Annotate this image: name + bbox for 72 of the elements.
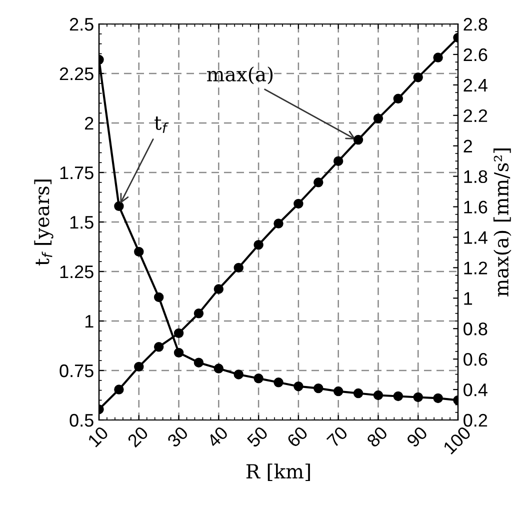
point [393,94,404,104]
point [314,178,324,188]
y2-axis-title: max(a) [mm/s²] [494,148,512,296]
point [274,378,284,388]
point [294,381,304,392]
y2-tick-label: 1.4 [464,231,488,244]
point [234,262,244,273]
point [413,392,423,402]
point [254,240,264,250]
point [114,201,124,212]
point [373,114,384,124]
point [194,308,204,318]
point [333,156,344,166]
y2-tick-label: 2.2 [464,109,488,122]
point [234,370,244,380]
x-tick-label: 100 [442,426,472,455]
point [433,52,443,62]
y-tick-label: 1.75 [60,166,94,180]
annotation: t$_{f}$ [154,116,168,133]
point [134,362,144,372]
y-tick-label: 2.5 [70,18,94,31]
y-tick-label: 1.25 [60,265,94,278]
y2-tick-label: 0.2 [464,414,488,427]
x-tick-label: 50 [246,426,269,448]
point [174,348,184,358]
point [154,292,164,302]
x-tick-label: 80 [366,426,388,448]
y2-tick-label: 1.8 [464,170,488,184]
point [393,391,404,402]
point [333,386,344,396]
x-tick-label: 90 [406,426,428,448]
y-axis-title: t$_{f}$ [years] [34,180,54,266]
point [373,390,384,400]
point [114,384,124,394]
point [294,198,304,209]
y2-tick-label: 0.8 [464,322,488,336]
y2-tick-label: 2.8 [464,18,488,31]
x-tick-label: 20 [126,426,149,448]
point [274,218,284,228]
point [353,134,364,145]
y-tick-label: 2.25 [60,67,94,80]
point [174,328,184,338]
y2-tick-label: 2.4 [464,78,488,92]
x-tick-label: 60 [286,426,308,448]
y-tick-label: 0.75 [60,364,94,378]
y-tick-label: 1.5 [70,216,94,229]
y-tick-label: 1 [85,315,94,328]
point [353,388,364,398]
y-tick-label: 0.5 [70,414,94,427]
y2-tick-label: 1.6 [464,200,488,214]
point [194,358,204,368]
y2-tick-label: 0.4 [464,383,488,396]
y2-tick-label: 0.6 [464,353,488,366]
point [413,72,423,82]
point [433,393,443,404]
point [254,374,264,384]
point [154,342,164,352]
y2-tick-label: 1 [464,292,472,305]
point [214,284,224,294]
point [134,246,144,257]
point [214,364,224,374]
annotation: max(a) [207,66,273,84]
y2-tick-label: 2 [464,140,472,152]
x-axis-title: R [km] [246,464,310,481]
y2-tick-label: 1.2 [464,262,488,274]
x-tick-label: 70 [326,426,348,448]
x-tick-label: 30 [166,426,189,448]
x-tick-label: 10 [87,426,110,448]
y-tick-label: 2 [85,116,94,130]
point [314,383,324,394]
y2-tick-label: 2.6 [464,48,488,62]
x-tick-label: 40 [206,426,229,448]
